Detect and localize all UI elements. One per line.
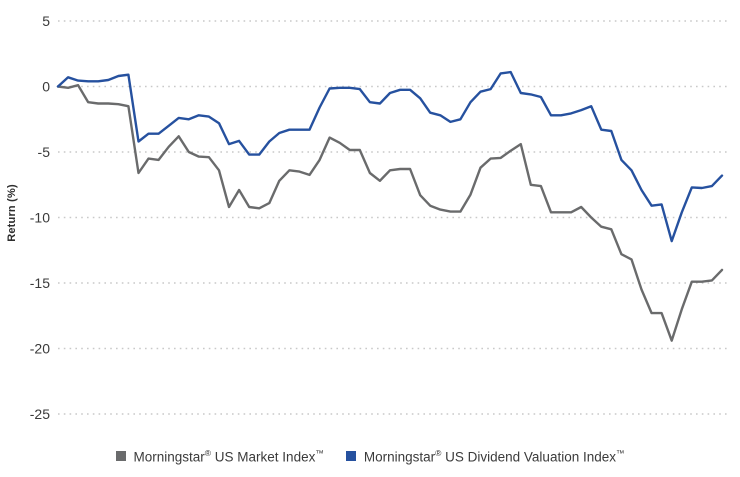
legend-brand-text: Morningstar xyxy=(133,449,205,465)
y-tick-label--5: -5 xyxy=(38,144,51,160)
registered-mark: ® xyxy=(204,448,212,458)
dividend-valuation-index-swatch xyxy=(345,451,356,462)
dividend-valuation-index-line xyxy=(56,70,724,243)
registered-mark: ® xyxy=(435,448,442,458)
legend-item-dividend-valuation-index: Morningstar® US Dividend Valuation Index… xyxy=(345,448,625,465)
y-tick-label--10: -10 xyxy=(30,210,50,226)
y-tick-label-5: 5 xyxy=(42,13,50,29)
market-index-line xyxy=(56,83,724,342)
y-tick-label-0: 0 xyxy=(42,79,50,95)
y-tick-label--20: -20 xyxy=(30,341,50,357)
legend-rest-text: US Dividend Valuation Index xyxy=(441,449,616,465)
trademark-mark: ™ xyxy=(315,448,324,458)
legend-label-dividend-valuation-index: Morningstar® US Dividend Valuation Index… xyxy=(364,448,625,465)
legend-label-market-index: Morningstar® US Market Index™ xyxy=(134,448,324,465)
legend-brand-text: Morningstar xyxy=(363,449,436,465)
y-tick-label--25: -25 xyxy=(30,406,50,422)
chart-legend: Morningstar® US Market Index™ Morningsta… xyxy=(0,448,740,465)
trademark-mark: ™ xyxy=(616,448,625,458)
legend-item-market-index: Morningstar® US Market Index™ xyxy=(115,448,324,465)
line-chart-canvas: 5 0 -5 -10 -15 -20 -25 xyxy=(30,13,729,422)
market-index-swatch xyxy=(115,451,126,462)
y-tick-label--15: -15 xyxy=(30,275,50,291)
legend-rest-text: US Market Index xyxy=(211,449,316,465)
